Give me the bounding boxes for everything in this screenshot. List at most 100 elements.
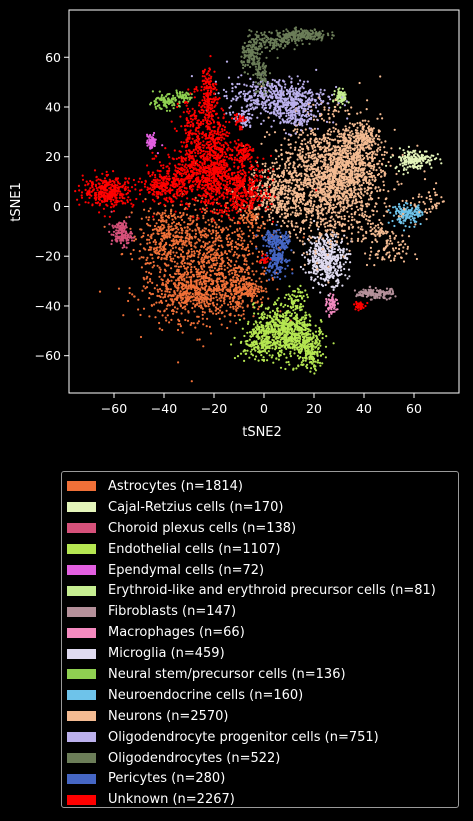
data-point	[277, 327, 280, 331]
data-point	[181, 297, 184, 301]
data-point	[325, 335, 328, 338]
data-point	[238, 282, 241, 285]
data-point	[301, 240, 304, 243]
data-point	[382, 290, 385, 293]
data-point	[172, 276, 175, 279]
data-point	[301, 363, 304, 367]
data-point	[398, 203, 401, 206]
data-point	[314, 249, 317, 252]
data-point	[298, 339, 301, 343]
data-point	[237, 314, 240, 317]
data-point	[229, 320, 232, 323]
data-point	[216, 299, 219, 302]
data-point	[146, 141, 149, 144]
data-point	[128, 287, 131, 290]
data-point	[305, 293, 309, 296]
data-point	[158, 301, 161, 304]
data-point	[194, 208, 197, 211]
data-point	[332, 266, 335, 269]
series-points	[108, 210, 135, 249]
data-point	[130, 232, 133, 235]
data-point	[116, 226, 119, 229]
data-point	[277, 352, 280, 355]
data-point	[325, 263, 328, 266]
data-point	[221, 253, 224, 256]
data-point	[332, 243, 335, 246]
data-point	[247, 225, 250, 228]
data-point	[325, 273, 328, 276]
data-point	[284, 167, 287, 170]
data-point	[417, 158, 420, 162]
data-point	[243, 248, 246, 251]
data-point	[258, 277, 261, 280]
data-point	[253, 312, 256, 315]
data-point	[308, 226, 311, 229]
data-point	[222, 288, 225, 291]
data-point	[279, 310, 282, 313]
data-point	[171, 218, 174, 221]
data-point	[157, 309, 160, 312]
data-point	[150, 293, 153, 296]
data-point	[179, 265, 183, 268]
data-point	[260, 224, 263, 227]
data-point	[200, 275, 203, 278]
data-point	[160, 238, 164, 241]
data-point	[280, 225, 283, 228]
data-point	[224, 206, 228, 209]
data-point	[407, 145, 410, 148]
data-point	[230, 248, 233, 251]
data-point	[182, 94, 185, 97]
data-point	[236, 256, 239, 259]
data-point	[233, 251, 236, 254]
data-point	[366, 222, 369, 225]
data-point	[165, 299, 168, 302]
data-point	[205, 204, 208, 207]
data-point	[322, 278, 325, 281]
data-point	[163, 212, 166, 215]
data-point	[263, 135, 266, 138]
data-point	[148, 248, 151, 251]
data-point	[164, 269, 167, 273]
data-point	[203, 287, 206, 290]
data-point	[291, 268, 294, 271]
data-point	[243, 216, 246, 219]
data-point	[258, 331, 261, 335]
data-point	[328, 249, 331, 252]
data-point	[397, 205, 401, 208]
data-point	[150, 304, 153, 307]
data-point	[172, 234, 175, 237]
data-point	[391, 242, 394, 245]
data-point	[204, 232, 207, 236]
data-point	[312, 118, 316, 121]
data-point	[179, 253, 183, 256]
data-point	[320, 175, 323, 178]
data-point	[131, 293, 134, 296]
data-point	[186, 319, 190, 322]
data-point	[247, 320, 250, 323]
data-point	[157, 251, 160, 254]
data-point	[186, 255, 189, 258]
data-point	[257, 350, 260, 353]
data-point	[255, 335, 258, 338]
data-point	[201, 229, 204, 232]
data-point	[353, 139, 356, 143]
data-point	[428, 156, 432, 159]
data-point	[289, 342, 292, 345]
data-point	[398, 155, 401, 158]
data-point	[319, 268, 322, 271]
data-point	[173, 291, 176, 294]
data-point	[180, 277, 183, 280]
data-point	[303, 263, 306, 266]
data-point	[246, 290, 249, 293]
data-point	[255, 213, 258, 216]
data-point	[265, 335, 268, 338]
data-point	[125, 232, 128, 235]
data-point	[120, 236, 123, 240]
data-point	[165, 284, 168, 287]
data-point	[393, 128, 396, 131]
data-point	[185, 270, 188, 273]
data-point	[174, 283, 177, 287]
data-point	[180, 286, 183, 289]
data-point	[304, 311, 307, 314]
